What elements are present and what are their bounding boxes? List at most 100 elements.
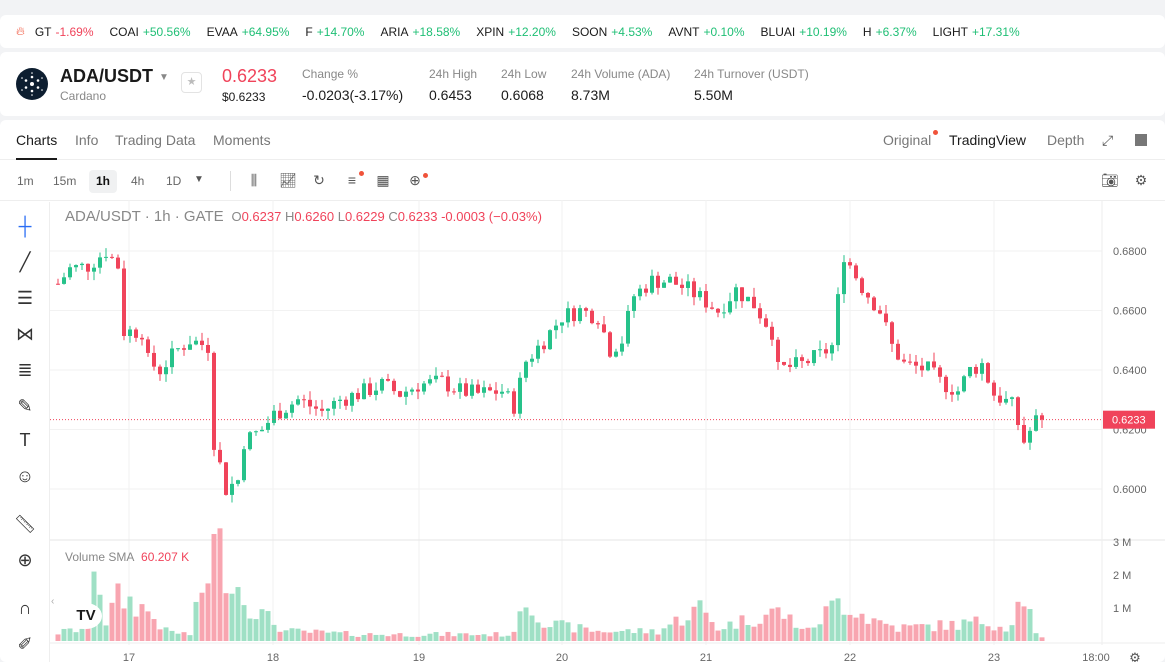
toolbar-divider [230,171,231,191]
ticker-item[interactable]: EVAA +64.95% [207,25,290,39]
crosshair-icon[interactable]: ┼ [18,216,32,236]
candle-body [740,287,744,302]
horizontal-lines-icon[interactable]: ☰ [16,288,34,308]
interval-1m[interactable]: 1m [17,174,34,188]
view-depth[interactable]: Depth [1047,132,1085,148]
candle-body [518,377,522,414]
volume-bar [751,626,757,641]
ticker-item[interactable]: BLUAI +10.19% [761,25,847,39]
settings-gear-icon[interactable]: ⚙ [1134,172,1148,188]
last-price-usd: $0.6233 [222,90,266,104]
volume-bar [145,611,151,641]
volume-bar [733,628,739,641]
candle-body [1034,415,1038,431]
volume-bar [577,624,583,641]
interval-dropdown-icon[interactable]: ▼ [194,174,204,185]
candle-body [476,384,480,393]
interval-15m[interactable]: 15m [53,174,77,188]
candle-body [194,340,198,345]
tab-info[interactable]: Info [75,132,99,148]
ticker-item[interactable]: ARIA +18.58% [380,25,460,39]
volume-bar [127,596,133,641]
trend-line-icon[interactable]: ╱ [19,252,31,272]
fib-icon[interactable]: ≣ [17,360,33,380]
indicators-icon[interactable]: 📈︎ [279,172,297,188]
tab-trading-data[interactable]: Trading Data [115,132,196,148]
tab-moments[interactable]: Moments [213,132,271,148]
favorite-star-button[interactable]: ★ [181,72,202,93]
volume-bar [349,635,355,641]
candle-body [326,408,330,411]
volume-bar [655,634,661,641]
candle-body [200,340,204,345]
candle-body [794,357,798,367]
lock-drawing-icon[interactable]: ✐ [17,634,33,654]
magnet-icon[interactable]: ∩ [18,598,32,618]
volume-bar [475,634,481,641]
volume-bar [373,634,379,641]
price-tick-label: 0.6800 [1113,246,1147,258]
candle-body [566,308,570,323]
ticker-item[interactable]: XPIN +12.20% [476,25,556,39]
stat-value: 0.6068 [501,87,544,103]
ticker-item[interactable]: F +14.70% [305,25,364,39]
ticker-item[interactable]: LIGHT +17.31% [933,25,1020,39]
candle-body [902,359,906,362]
brush-icon[interactable]: ✎ [17,396,33,416]
candle-body [788,364,792,367]
interval-1d[interactable]: 1D [166,174,182,188]
zoom-in-icon[interactable]: ⊕ [17,550,33,570]
candle-body [530,358,534,362]
volume-bar [883,623,889,641]
volume-bar [1039,637,1045,641]
volume-bar [817,624,823,641]
interval-1h[interactable]: 1h [89,170,118,193]
candle-body [524,361,528,378]
emoji-icon[interactable]: ☺ [15,466,35,486]
expand-icon[interactable]: ⤢ [1102,132,1114,148]
ticker-item[interactable]: GT -1.69% [35,25,94,39]
candle-body [650,275,654,293]
volume-bar [715,630,721,641]
drawing-list-icon[interactable]: ≡ [347,172,357,188]
candle-body [722,312,726,314]
volume-bar [637,628,643,641]
grid-layout-icon[interactable]: ▦ [376,172,390,188]
interval-4h[interactable]: 4h [131,174,145,188]
candle-body [506,391,510,393]
ticker-item[interactable]: COAI +50.56% [110,25,191,39]
volume-bar [295,628,301,641]
ruler-icon[interactable]: 📏︎ [13,514,37,534]
view-original[interactable]: Original [883,132,932,148]
volume-bar [631,633,637,641]
volume-bar [955,629,961,641]
volume-bar [487,636,493,641]
ticker-item[interactable]: H +6.37% [863,25,917,39]
pattern-icon[interactable]: ⋈ [16,324,34,344]
volume-bar [661,628,667,641]
tab-charts[interactable]: Charts [16,132,58,160]
stat-label: 24h Low [501,67,547,81]
ticker-symbol: XPIN [476,24,505,39]
volume-bar [697,600,703,641]
candle-body [260,429,264,432]
ticker-item[interactable]: SOON +4.53% [572,25,652,39]
add-plus-icon[interactable]: ⊕ [409,172,421,188]
candle-body [680,284,684,288]
pair-selector[interactable]: ADA/USDT ▼ [60,66,169,87]
volume-bar [583,627,589,641]
pair-name: ADA/USDT [60,66,153,86]
volume-bar [469,635,475,641]
view-tradingview[interactable]: TradingView [949,132,1027,148]
stat-value: -0.0203(-3.17%) [302,87,404,103]
stat-label: Change % [302,67,359,81]
candle-style-icon[interactable]: ⫼ [250,172,258,188]
refresh-icon[interactable]: ↻ [313,172,325,188]
camera-icon[interactable]: 📷︎ [1101,172,1119,188]
text-tool-icon[interactable]: T [19,430,31,450]
layout-square-icon[interactable] [1135,134,1147,146]
ticker-item[interactable]: AVNT +0.10% [668,25,744,39]
tradingview-logo[interactable]: TV [70,603,102,629]
coin-name: Cardano [60,89,107,103]
